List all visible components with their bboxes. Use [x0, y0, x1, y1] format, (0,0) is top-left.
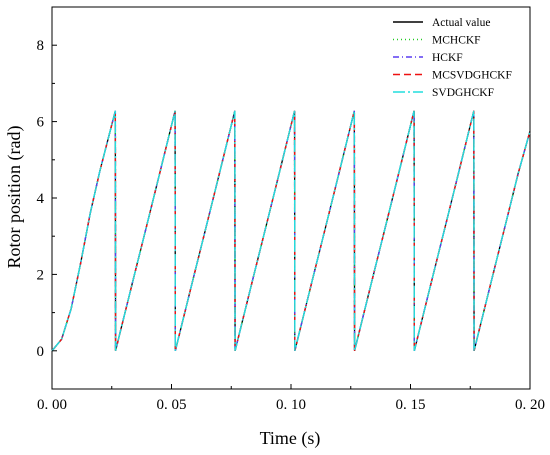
ticks-group: 0. 00 0. 05 0. 10 0. 15 0. 20 0 2 4 6 8 [37, 6, 545, 413]
y-tick-label: 0 [37, 344, 45, 360]
series-line-hckf [51, 110, 531, 352]
y-tick-label: 8 [37, 38, 45, 54]
legend-label: HCKF [432, 52, 463, 64]
series-line-mchckf [51, 110, 531, 352]
x-axis-title: Time (s) [260, 428, 321, 449]
x-tick-label: 0. 10 [276, 397, 306, 413]
legend-label: MCSVDGHCKF [432, 70, 512, 82]
y-tick-label: 4 [37, 191, 45, 207]
plot-frame [51, 6, 531, 390]
legend: Actual value MCHCKF HCKF MCSVDGHCKF SVDGHCKF [393, 17, 512, 99]
x-tick-label: 0. 20 [515, 397, 545, 413]
x-tick-label: 0. 00 [37, 397, 67, 413]
series-line-svdghckf [51, 110, 531, 352]
y-axis-title: Rotor position (rad) [4, 126, 25, 269]
plot-area-border [51, 6, 531, 390]
y-tick-label: 6 [37, 115, 45, 131]
series-group [51, 110, 531, 352]
series-line-mcsvdghckf [51, 110, 531, 352]
legend-label: Actual value [432, 17, 490, 29]
y-tick-label: 2 [37, 267, 45, 283]
x-tick-label: 0. 05 [157, 397, 187, 413]
x-tick-label: 0. 15 [396, 397, 426, 413]
legend-label: MCHCKF [432, 35, 481, 47]
legend-label: SVDGHCKF [432, 87, 494, 99]
series-line-actual value [51, 110, 531, 352]
